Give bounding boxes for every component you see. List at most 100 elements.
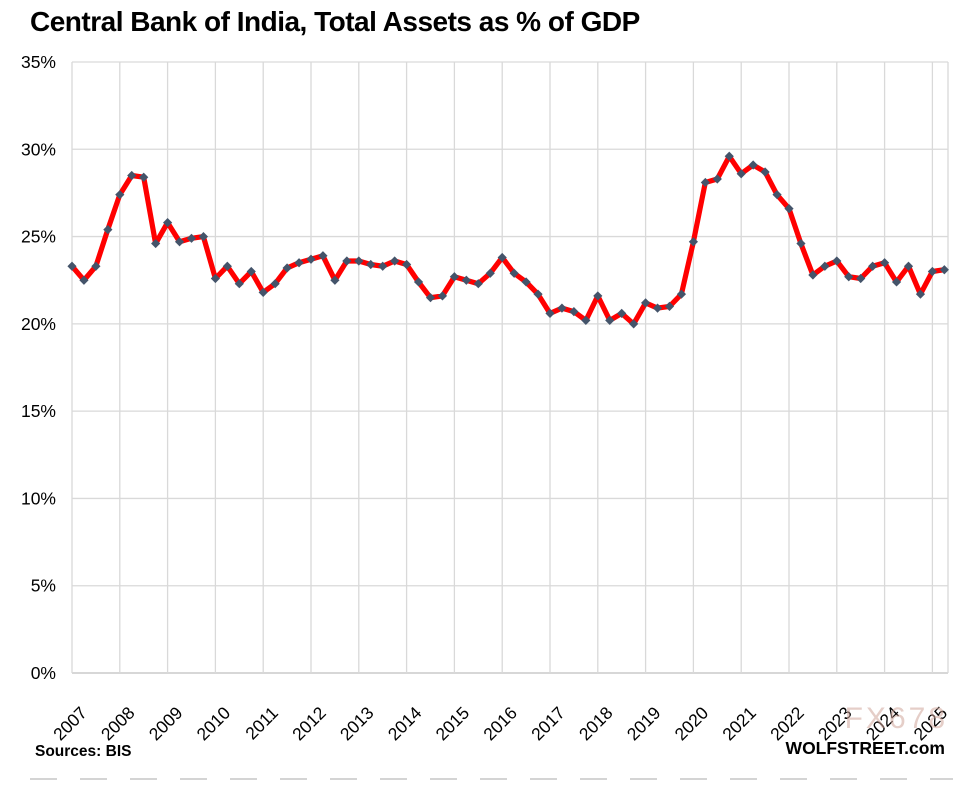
data-point-marker xyxy=(605,315,615,325)
data-point-marker xyxy=(700,177,710,188)
data-point-marker xyxy=(473,279,483,289)
x-axis-label: 2012 xyxy=(288,703,330,745)
data-point-marker xyxy=(915,289,926,299)
data-point-marker xyxy=(856,273,866,284)
data-point-marker xyxy=(820,261,830,271)
data-point-marker xyxy=(306,254,316,264)
data-point-marker xyxy=(724,151,734,161)
data-point-marker xyxy=(557,303,567,313)
data-point-marker xyxy=(581,315,591,325)
data-point-marker xyxy=(449,272,459,282)
data-point-marker xyxy=(545,308,555,318)
data-point-marker xyxy=(652,303,663,313)
x-axis-label: 2021 xyxy=(718,703,760,745)
data-point-marker xyxy=(760,167,770,177)
y-axis-label: 30% xyxy=(21,139,56,159)
source-note: Sources: BIS xyxy=(35,743,132,760)
data-point-marker xyxy=(772,190,782,200)
y-axis-label: 5% xyxy=(31,576,56,596)
data-point-marker xyxy=(676,289,687,299)
data-point-marker xyxy=(461,275,471,285)
x-axis-label: 2015 xyxy=(432,703,474,745)
data-point-marker xyxy=(413,277,424,287)
x-axis-label: 2016 xyxy=(479,703,521,745)
data-point-marker xyxy=(115,190,125,200)
bottom-tick-strip xyxy=(30,778,953,780)
data-point-marker xyxy=(151,238,161,249)
x-axis-label: 2019 xyxy=(623,703,665,745)
y-axis-label: 0% xyxy=(31,663,56,683)
data-point-marker xyxy=(521,277,531,287)
x-axis-label: 2014 xyxy=(384,703,426,745)
x-axis-label: 2013 xyxy=(336,703,378,745)
data-point-marker xyxy=(497,252,507,263)
y-axis-label: 10% xyxy=(21,488,56,508)
data-point-marker xyxy=(927,266,937,277)
data-point-marker xyxy=(402,259,412,270)
data-point-marker xyxy=(246,266,256,277)
data-point-marker xyxy=(282,263,292,273)
x-axis-label: 2009 xyxy=(145,703,187,745)
data-point-marker xyxy=(79,275,89,285)
y-axis-label: 35% xyxy=(21,52,56,72)
data-point-marker xyxy=(67,261,77,271)
x-axis-label: 2018 xyxy=(575,703,617,745)
data-point-marker xyxy=(939,265,949,275)
y-axis-label: 25% xyxy=(21,227,56,247)
data-point-marker xyxy=(258,287,268,298)
data-point-marker xyxy=(174,237,185,247)
y-axis-label: 20% xyxy=(21,314,56,334)
data-point-marker xyxy=(832,256,842,266)
data-point-marker xyxy=(330,275,340,285)
data-point-marker xyxy=(127,170,137,181)
data-point-marker xyxy=(808,270,818,280)
data-point-marker xyxy=(163,218,173,228)
y-axis-label: 15% xyxy=(21,401,56,421)
branding-text: WOLFSTREET.com xyxy=(785,738,945,758)
x-axis-label: 2020 xyxy=(671,703,713,745)
data-point-marker xyxy=(593,291,603,301)
x-axis-label: 2007 xyxy=(49,703,91,745)
data-point-marker xyxy=(139,172,149,182)
data-point-marker xyxy=(891,277,902,287)
data-point-marker xyxy=(91,261,101,271)
data-point-marker xyxy=(664,301,675,311)
data-point-marker xyxy=(784,204,794,214)
data-point-marker xyxy=(378,261,388,271)
x-axis-label: 2010 xyxy=(193,703,235,745)
data-point-marker xyxy=(868,261,878,271)
data-point-marker xyxy=(354,256,364,266)
data-point-marker xyxy=(688,237,698,247)
x-axis-label: 2017 xyxy=(527,703,569,745)
data-point-marker xyxy=(186,233,197,243)
data-point-marker xyxy=(318,251,328,261)
data-point-marker xyxy=(425,293,436,303)
watermark-text: FX678 xyxy=(844,702,948,735)
data-point-marker xyxy=(294,258,304,268)
data-point-marker xyxy=(796,238,806,249)
data-point-marker xyxy=(617,308,627,318)
data-point-marker xyxy=(880,258,890,268)
page-title: Central Bank of India, Total Assets as %… xyxy=(30,6,640,37)
data-point-marker xyxy=(629,319,639,329)
data-point-marker xyxy=(210,273,220,284)
x-axis-label: 2008 xyxy=(97,703,139,745)
data-point-marker xyxy=(234,279,244,289)
data-point-marker xyxy=(712,174,722,184)
data-point-marker xyxy=(103,224,113,235)
data-point-marker xyxy=(903,261,914,271)
data-point-marker xyxy=(437,291,448,301)
data-point-marker xyxy=(342,256,352,266)
data-point-marker xyxy=(198,231,209,242)
data-point-marker xyxy=(736,169,746,179)
data-point-marker xyxy=(222,261,232,271)
data-point-marker xyxy=(641,298,651,308)
x-axis-label: 2011 xyxy=(241,703,282,744)
data-point-marker xyxy=(533,289,543,299)
data-point-marker xyxy=(844,272,854,282)
data-point-marker xyxy=(390,256,400,266)
data-point-marker xyxy=(485,268,495,278)
data-point-marker xyxy=(509,268,519,278)
